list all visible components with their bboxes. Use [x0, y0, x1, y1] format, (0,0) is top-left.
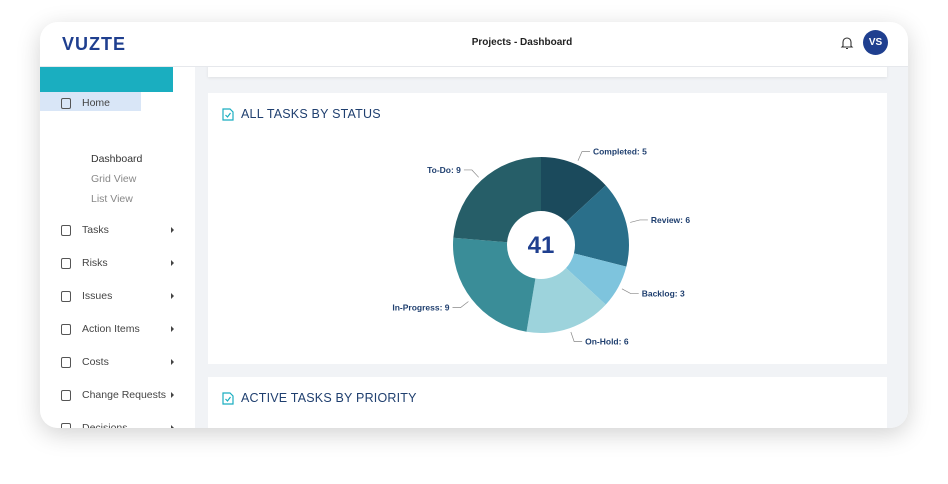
nav-item[interactable]: Action Items — [82, 323, 140, 335]
submenu-arrow — [171, 227, 174, 233]
panel-icon — [222, 108, 234, 121]
panel: ALL TASKS BY STATUS Completed: 5 Review: … — [208, 93, 887, 364]
avatar[interactable]: VS — [863, 30, 888, 55]
nav-item[interactable]: Risks — [82, 257, 108, 269]
submenu-arrow — [171, 326, 174, 332]
submenu-arrow — [171, 425, 174, 428]
donut-segment — [566, 185, 629, 267]
data-label: To-Do: 9 — [427, 165, 461, 175]
donut-segment — [526, 268, 606, 333]
donut-segment — [566, 253, 627, 305]
panel-icon — [222, 392, 234, 405]
nav-item[interactable]: Home — [82, 97, 111, 109]
submenu-arrow — [171, 260, 174, 266]
submenu-arrow — [171, 359, 174, 365]
leader-line — [570, 331, 583, 342]
leader-line — [452, 301, 469, 308]
active-subpill — [40, 92, 141, 111]
center-label: 41 — [528, 232, 555, 259]
leader-line — [577, 151, 590, 161]
donut-segment — [453, 237, 536, 332]
panel-title: ACTIVE TASKS BY PRIORITY — [241, 391, 417, 405]
active-pill — [40, 67, 173, 92]
nav-item[interactable]: Tasks — [82, 224, 109, 236]
nav-item[interactable]: Projects — [82, 130, 120, 142]
nav-icon — [61, 258, 71, 269]
donut-segment — [453, 157, 541, 243]
donut-chart: Completed: 5 Review: 6 Backlog: 3 On-Hold: … — [392, 147, 690, 347]
header: VUZTE Projects - Dashboard VS — [40, 22, 908, 67]
nav-icon — [61, 131, 71, 142]
donut-segment — [541, 157, 606, 222]
nav-icon — [61, 390, 71, 401]
data-label: On-Hold: 6 — [585, 336, 629, 346]
logo[interactable]: VUZTE — [62, 34, 127, 54]
app-window: VUZTE Projects - Dashboard VS Home Projec… — [40, 22, 908, 428]
nav-item[interactable]: Decisions — [82, 422, 128, 428]
sidebar: Home Projects Dashboard Grid View List View T… — [40, 67, 195, 428]
submenu-arrow — [171, 293, 174, 299]
nav-item[interactable]: Issues — [82, 290, 113, 302]
content: ALL TASKS BY STATUS Completed: 5 Review: … — [195, 57, 908, 428]
data-label: In-Progress: 9 — [392, 303, 449, 313]
panel-title: ALL TASKS BY STATUS — [241, 107, 381, 121]
sub-item[interactable]: Grid View — [91, 173, 137, 185]
leader-line — [621, 288, 639, 294]
leader-line — [630, 219, 648, 223]
sub-item[interactable]: List View — [91, 193, 133, 205]
nav-icon — [61, 225, 71, 236]
panel: ACTIVE TASKS BY PRIORITY — [208, 377, 887, 428]
nav-icon — [61, 357, 71, 368]
data-label: Review: 6 — [651, 215, 690, 225]
nav-icon — [61, 291, 71, 302]
bell-icon[interactable] — [840, 36, 854, 50]
nav-icon — [61, 98, 71, 109]
nav-icon — [61, 423, 71, 428]
leader-line — [463, 169, 479, 178]
nav-icon — [61, 324, 71, 335]
submenu-arrow — [171, 392, 174, 398]
sub-item[interactable]: Dashboard — [91, 153, 143, 165]
page-title: Projects - Dashboard — [471, 37, 573, 48]
data-label: Completed: 5 — [593, 147, 647, 157]
submenu-arrow — [171, 133, 174, 139]
nav-item[interactable]: Costs — [82, 356, 109, 368]
nav-item[interactable]: Change Requests — [82, 389, 167, 401]
data-label: Backlog: 3 — [642, 289, 685, 299]
